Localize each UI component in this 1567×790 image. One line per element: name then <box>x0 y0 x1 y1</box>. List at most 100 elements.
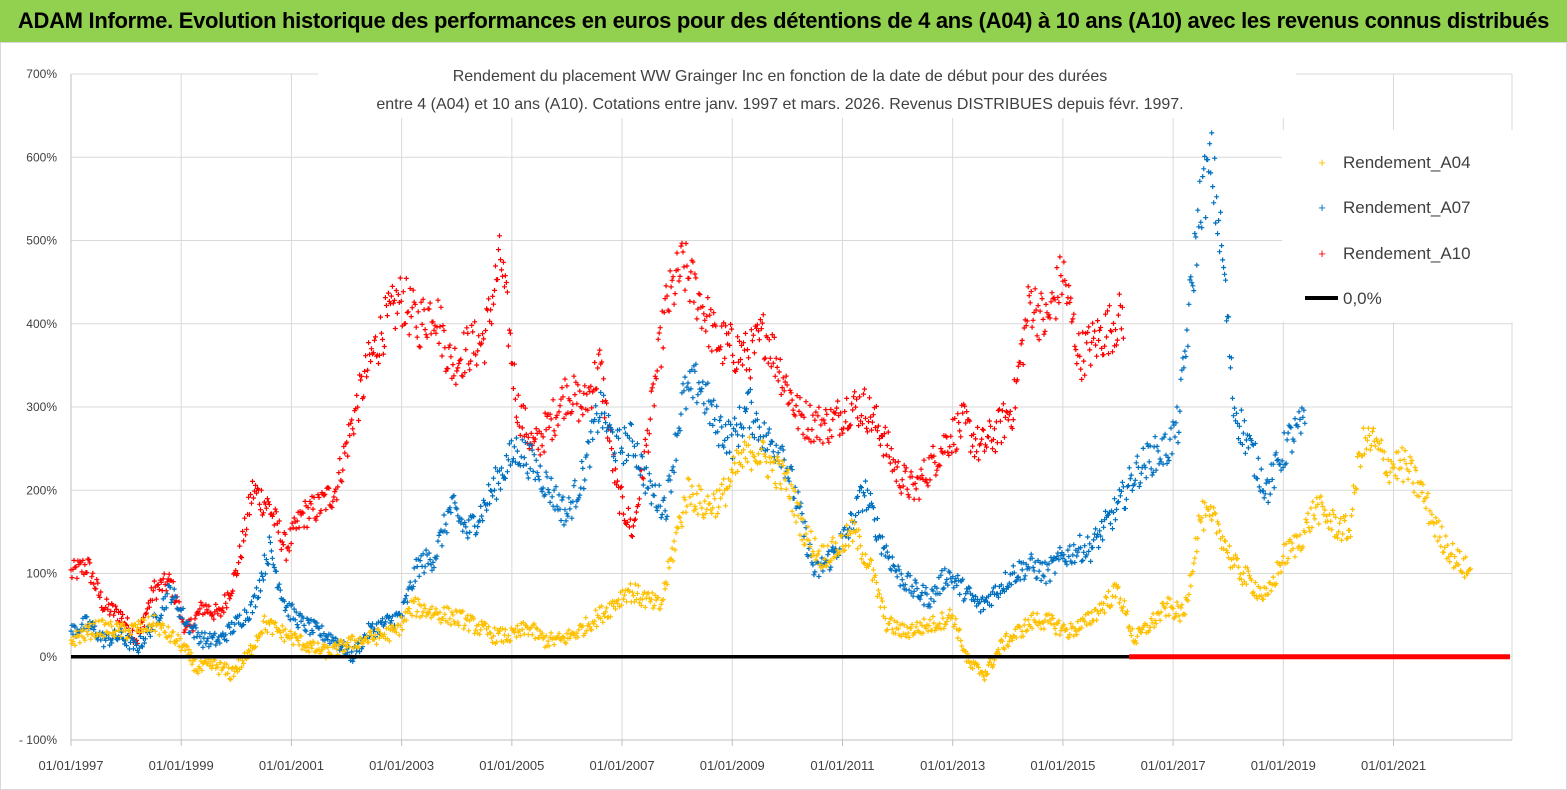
point-a10 <box>506 327 512 333</box>
point-a07 <box>1066 554 1072 559</box>
point-a10 <box>1067 300 1073 305</box>
point-a10 <box>486 296 492 302</box>
point-a04 <box>186 647 192 653</box>
point-a04 <box>294 635 300 641</box>
point-a07 <box>402 596 408 602</box>
point-a04 <box>673 530 679 536</box>
point-a10 <box>366 340 372 346</box>
point-a10 <box>438 304 444 310</box>
point-a07 <box>1187 277 1193 283</box>
point-a07 <box>921 602 927 608</box>
point-a07 <box>254 585 259 591</box>
point-a10 <box>1103 311 1108 317</box>
point-a07 <box>388 618 394 624</box>
point-a10 <box>807 402 813 408</box>
point-a10 <box>305 505 311 511</box>
point-a04 <box>1213 511 1219 517</box>
point-a10 <box>1079 376 1085 382</box>
point-a04 <box>582 630 588 636</box>
point-a04 <box>1053 631 1059 637</box>
banner-title: ADAM Informe. Evolution historique des p… <box>17 8 1550 33</box>
point-a04 <box>403 617 409 623</box>
point-a07 <box>1249 441 1255 447</box>
point-a10 <box>1116 291 1122 297</box>
point-a04 <box>1429 511 1435 517</box>
point-a04 <box>1339 537 1345 543</box>
point-a10 <box>161 571 167 577</box>
point-a10 <box>754 322 760 328</box>
point-a07 <box>1032 559 1038 565</box>
point-a04 <box>103 620 109 626</box>
point-a10 <box>1119 304 1125 310</box>
point-a04 <box>1380 456 1386 462</box>
point-a10 <box>280 542 286 548</box>
point-a07 <box>863 478 868 484</box>
point-a04 <box>199 668 205 673</box>
point-a10 <box>308 501 314 507</box>
point-a10 <box>873 403 879 409</box>
point-a04 <box>234 665 240 671</box>
point-a10 <box>287 526 293 532</box>
legend-item-zero: 0,0% <box>1305 289 1382 308</box>
point-a04 <box>782 477 788 483</box>
point-a04 <box>1212 510 1218 516</box>
y-tick-label: 600% <box>26 150 57 164</box>
point-a10 <box>981 427 986 433</box>
point-a07 <box>1167 436 1173 442</box>
point-a10 <box>1023 323 1029 329</box>
point-a04 <box>516 628 522 634</box>
point-a10 <box>1091 335 1097 341</box>
point-a07 <box>294 622 300 628</box>
point-a10 <box>996 406 1002 412</box>
point-a07 <box>1277 461 1283 467</box>
point-a07 <box>292 617 298 623</box>
point-a07 <box>206 644 212 650</box>
point-a07 <box>68 628 74 634</box>
point-a10 <box>618 485 623 491</box>
point-a04 <box>593 607 599 613</box>
point-a10 <box>535 446 541 452</box>
point-a07 <box>1038 578 1044 583</box>
point-a04 <box>1370 425 1376 431</box>
point-a04 <box>282 626 288 632</box>
point-a10 <box>440 323 446 329</box>
point-a04 <box>609 601 615 607</box>
point-a10 <box>780 375 786 381</box>
point-a10 <box>774 364 780 370</box>
point-a10 <box>776 369 782 375</box>
point-a07 <box>420 551 426 557</box>
point-a10 <box>849 401 855 407</box>
point-a07 <box>727 449 733 455</box>
point-a04 <box>828 557 834 563</box>
point-a07 <box>1219 243 1225 249</box>
point-a04 <box>566 627 572 633</box>
point-a10 <box>785 401 791 407</box>
point-a10 <box>445 366 451 372</box>
point-a07 <box>723 422 729 428</box>
point-a07 <box>970 592 976 598</box>
point-a04 <box>647 599 653 605</box>
point-a10 <box>582 383 588 389</box>
point-a04 <box>84 629 90 634</box>
point-a04 <box>564 631 570 636</box>
point-a07 <box>1150 469 1156 475</box>
point-a04 <box>941 625 947 631</box>
point-a07 <box>625 433 630 438</box>
point-a10 <box>753 325 759 331</box>
point-a07 <box>646 471 652 477</box>
point-a07 <box>1169 451 1175 457</box>
point-a07 <box>746 389 751 395</box>
point-a10 <box>1048 299 1054 305</box>
point-a07 <box>307 631 313 637</box>
point-a04 <box>583 615 589 621</box>
point-a07 <box>465 535 471 541</box>
point-a04 <box>1110 593 1115 599</box>
point-a04 <box>1207 513 1213 519</box>
point-a04 <box>464 617 470 623</box>
point-a04 <box>775 457 781 463</box>
point-a07 <box>584 452 590 458</box>
point-a07 <box>1228 365 1233 371</box>
point-a04 <box>1066 635 1072 641</box>
point-a04 <box>848 531 854 537</box>
point-a04 <box>806 537 812 543</box>
